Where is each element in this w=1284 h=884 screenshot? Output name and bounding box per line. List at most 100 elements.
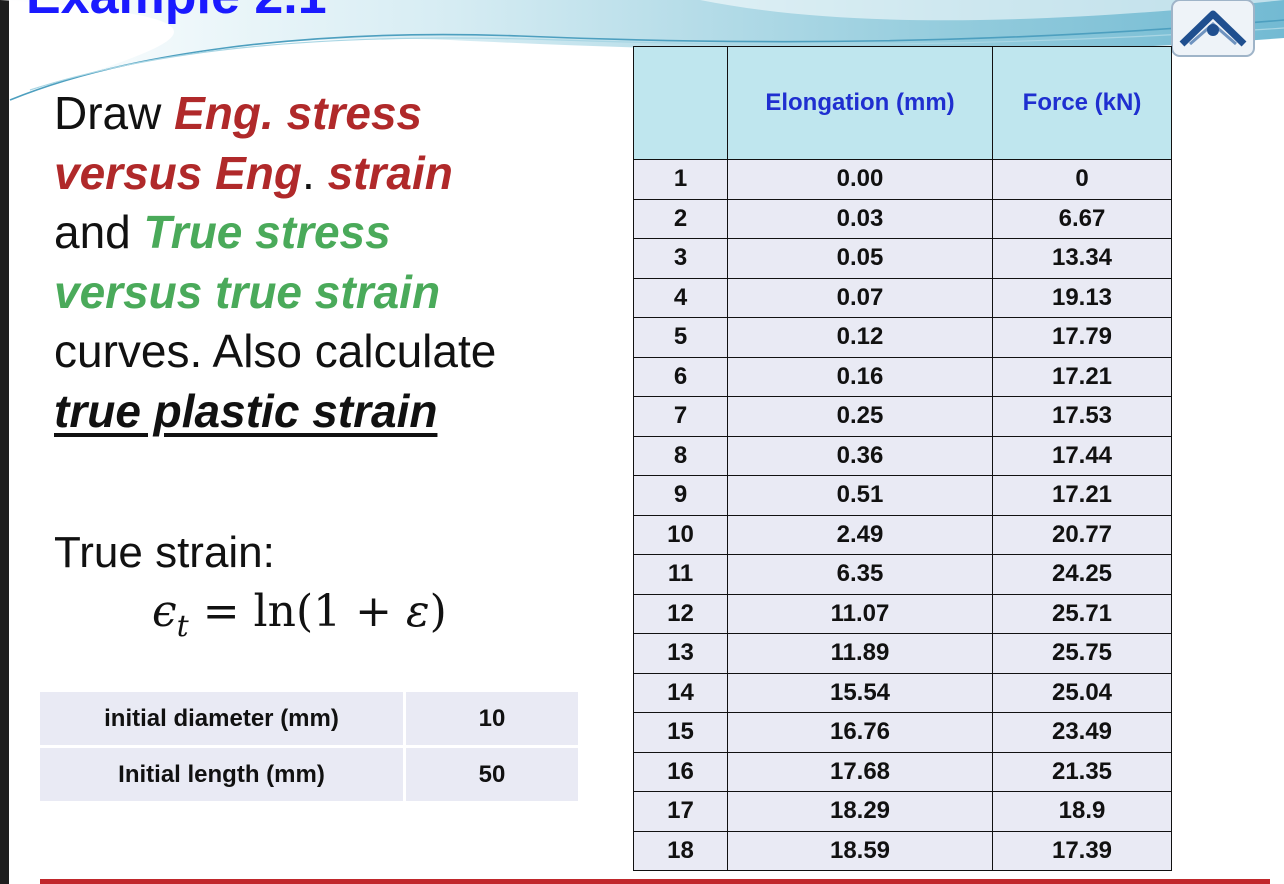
- prompt-eng-stress: Eng. stress: [174, 87, 423, 139]
- row-elongation: 0.07: [727, 277, 993, 318]
- row-index: 16: [633, 751, 728, 792]
- table-row: 12 11.07 25.71: [633, 593, 1172, 634]
- param-value: 50: [403, 745, 578, 801]
- row-elongation: 18.29: [727, 791, 993, 832]
- prompt-versus-eng: versus Eng: [54, 146, 302, 199]
- table-row: 16 17.68 21.35: [633, 751, 1172, 792]
- row-elongation: 2.49: [727, 514, 993, 555]
- table-row: 18 18.59 17.39: [633, 830, 1172, 871]
- formula-eps2: ε: [405, 586, 430, 637]
- table-row: 5 0.12 17.79: [633, 317, 1172, 358]
- true-strain-formula: ϵt = ln(1 + ε): [152, 586, 447, 644]
- row-force: 17.79: [992, 317, 1172, 358]
- row-index: 7: [633, 396, 728, 437]
- table-row: 4 0.07 19.13: [633, 277, 1172, 318]
- table-row: 3 0.05 13.34: [633, 238, 1172, 279]
- elongation-force-table: Elongation (mm) Force (kN) 1 0.00 0 2 0.03 6.…: [633, 46, 1172, 871]
- header-index: [633, 46, 728, 160]
- row-elongation: 15.54: [727, 672, 993, 713]
- row-index: 13: [633, 633, 728, 674]
- table-row: 15 16.76 23.49: [633, 712, 1172, 753]
- row-force: 21.35: [992, 751, 1172, 792]
- row-force: 13.34: [992, 238, 1172, 279]
- prompt-versus-true: versus true strain: [54, 265, 441, 318]
- formula-epsilon: ϵ: [152, 586, 177, 637]
- university-logo: [1171, 0, 1255, 57]
- row-force: 18.9: [992, 791, 1172, 832]
- row-force: 25.71: [992, 593, 1172, 634]
- row-index: 14: [633, 672, 728, 713]
- header-force: Force (kN): [992, 46, 1172, 160]
- formula-close: ): [429, 586, 447, 637]
- row-elongation: 11.07: [727, 593, 993, 634]
- table-row: 14 15.54 25.04: [633, 672, 1172, 713]
- row-elongation: 0.16: [727, 356, 993, 397]
- table-row: 6 0.16 17.21: [633, 356, 1172, 397]
- row-force: 17.44: [992, 435, 1172, 476]
- bottom-rule: [40, 879, 1270, 884]
- row-elongation: 0.36: [727, 435, 993, 476]
- prompt-strain: strain: [327, 146, 453, 199]
- prompt-true-stress: True stress: [143, 206, 391, 258]
- row-index: 6: [633, 356, 728, 397]
- row-force: 19.13: [992, 277, 1172, 318]
- prompt-and: and: [54, 206, 144, 258]
- prompt-curves: curves. Also calculate: [54, 325, 497, 377]
- row-index: 2: [633, 198, 728, 239]
- row-index: 1: [633, 159, 728, 200]
- table-row: 13 11.89 25.75: [633, 633, 1172, 674]
- table-row: 17 18.29 18.9: [633, 791, 1172, 832]
- row-index: 11: [633, 554, 728, 595]
- table-row: 2 0.03 6.67: [633, 198, 1172, 239]
- row-elongation: 17.68: [727, 751, 993, 792]
- prompt-true-plastic: true plastic strain: [54, 384, 438, 437]
- row-elongation: 11.89: [727, 633, 993, 674]
- row-index: 5: [633, 317, 728, 358]
- table-row: 1 0.00 0: [633, 159, 1172, 200]
- table-header-row: Elongation (mm) Force (kN): [633, 46, 1172, 160]
- row-force: 17.21: [992, 356, 1172, 397]
- row-elongation: 0.51: [727, 475, 993, 516]
- row-force: 25.75: [992, 633, 1172, 674]
- row-force: 0: [992, 159, 1172, 200]
- param-label: Initial length (mm): [40, 745, 403, 801]
- row-force: 17.39: [992, 830, 1172, 871]
- prompt-draw: Draw: [54, 87, 175, 139]
- row-index: 9: [633, 475, 728, 516]
- formula-rhs: = ln(1 +: [188, 586, 406, 637]
- header-swoosh: [0, 0, 1284, 101]
- formula-subscript: t: [176, 609, 189, 644]
- row-elongation: 0.00: [727, 159, 993, 200]
- row-elongation: 0.25: [727, 396, 993, 437]
- window-edge: [0, 0, 9, 884]
- row-force: 6.67: [992, 198, 1172, 239]
- row-index: 17: [633, 791, 728, 832]
- row-force: 24.25: [992, 554, 1172, 595]
- slide-title: Example 2.1: [26, 0, 327, 26]
- table-row: 11 6.35 24.25: [633, 554, 1172, 595]
- table-body: 1 0.00 0 2 0.03 6.67 3 0.05 13.34 4 0.07 19.13 5 0.12…: [633, 159, 1172, 871]
- header-elongation: Elongation (mm): [727, 46, 993, 160]
- param-row: initial diameter (mm) 10: [40, 692, 578, 745]
- parameters-table: initial diameter (mm) 10 Initial length …: [40, 692, 578, 801]
- row-index: 15: [633, 712, 728, 753]
- row-elongation: 0.12: [727, 317, 993, 358]
- true-strain-label: True strain:: [54, 528, 275, 577]
- row-force: 17.53: [992, 396, 1172, 437]
- row-elongation: 6.35: [727, 554, 993, 595]
- row-elongation: 0.05: [727, 238, 993, 279]
- row-force: 25.04: [992, 672, 1172, 713]
- row-force: 23.49: [992, 712, 1172, 753]
- row-index: 4: [633, 277, 728, 318]
- row-index: 8: [633, 435, 728, 476]
- table-row: 10 2.49 20.77: [633, 514, 1172, 555]
- row-force: 17.21: [992, 475, 1172, 516]
- row-elongation: 18.59: [727, 830, 993, 871]
- row-elongation: 16.76: [727, 712, 993, 753]
- row-index: 10: [633, 514, 728, 555]
- param-value: 10: [403, 692, 578, 745]
- row-force: 20.77: [992, 514, 1172, 555]
- table-row: 9 0.51 17.21: [633, 475, 1172, 516]
- problem-statement: Draw Eng. stress versus Eng. strain and …: [54, 84, 614, 441]
